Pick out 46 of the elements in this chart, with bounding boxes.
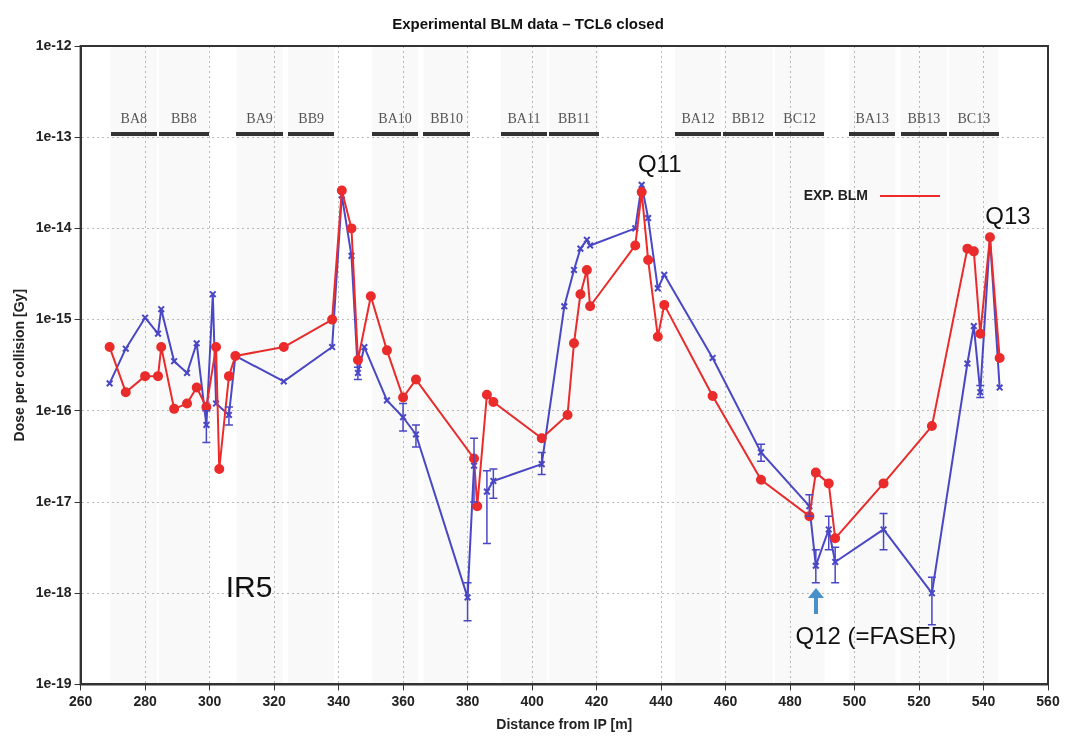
band-label: BB9 [298,110,325,126]
band-label: BC13 [957,110,991,126]
band-label: BB13 [907,110,941,126]
x-tick-label: 360 [391,692,415,709]
band-label: BB8 [170,110,197,126]
x-tick-label: 500 [842,692,867,709]
annotation: IR5 [225,569,273,603]
x-tick-label: 300 [197,692,222,709]
band-label: BA8 [120,110,148,126]
annotation: Q11 [637,149,682,177]
y-tick-label: 1e-15 [35,310,72,327]
x-tick-label: 540 [971,692,996,709]
band-label: BB10 [430,110,463,126]
chart-title: Experimental BLM data – TCL6 closed [392,15,664,33]
band-label: BA9 [246,110,273,126]
y-tick-label: 1e-18 [35,584,72,601]
x-tick-label: 320 [262,692,286,709]
x-tick-label: 280 [133,692,157,709]
x-tick-label: 560 [1036,692,1060,709]
x-axis-title: Distance from IP [m] [496,716,633,733]
x-tick-label: 480 [778,692,802,709]
x-tick-label: 400 [520,692,544,709]
x-tick-label: 520 [907,692,931,709]
legend-label: EXP. BLM [803,186,868,203]
band-label: BA13 [855,110,889,126]
x-tick-label: 440 [649,692,673,709]
y-tick-label: 1e-17 [35,492,72,509]
x-tick-label: 460 [713,692,738,709]
y-tick-label: 1e-12 [35,36,72,53]
annotation: Q13 [985,201,1031,229]
band-label: BC12 [783,110,817,126]
y-tick-label: 1e-16 [35,401,72,418]
band-label: BB11 [557,110,591,126]
band-label: BB12 [731,110,765,126]
y-axis-title: Dose per collision [Gy] [11,288,28,442]
y-tick-label: 1e-13 [35,128,72,145]
x-tick-label: 260 [68,692,93,709]
y-tick-label: 1e-19 [35,675,72,692]
x-tick-label: 420 [584,692,609,709]
x-tick-label: 380 [455,692,480,709]
band-label: BA12 [681,110,715,126]
y-tick-label: 1e-14 [35,219,72,236]
annotation: Q12 (=FASER) [795,622,957,650]
x-tick-label: 340 [326,692,351,709]
band-label: BA11 [507,110,541,126]
band-label: BA10 [378,110,412,126]
